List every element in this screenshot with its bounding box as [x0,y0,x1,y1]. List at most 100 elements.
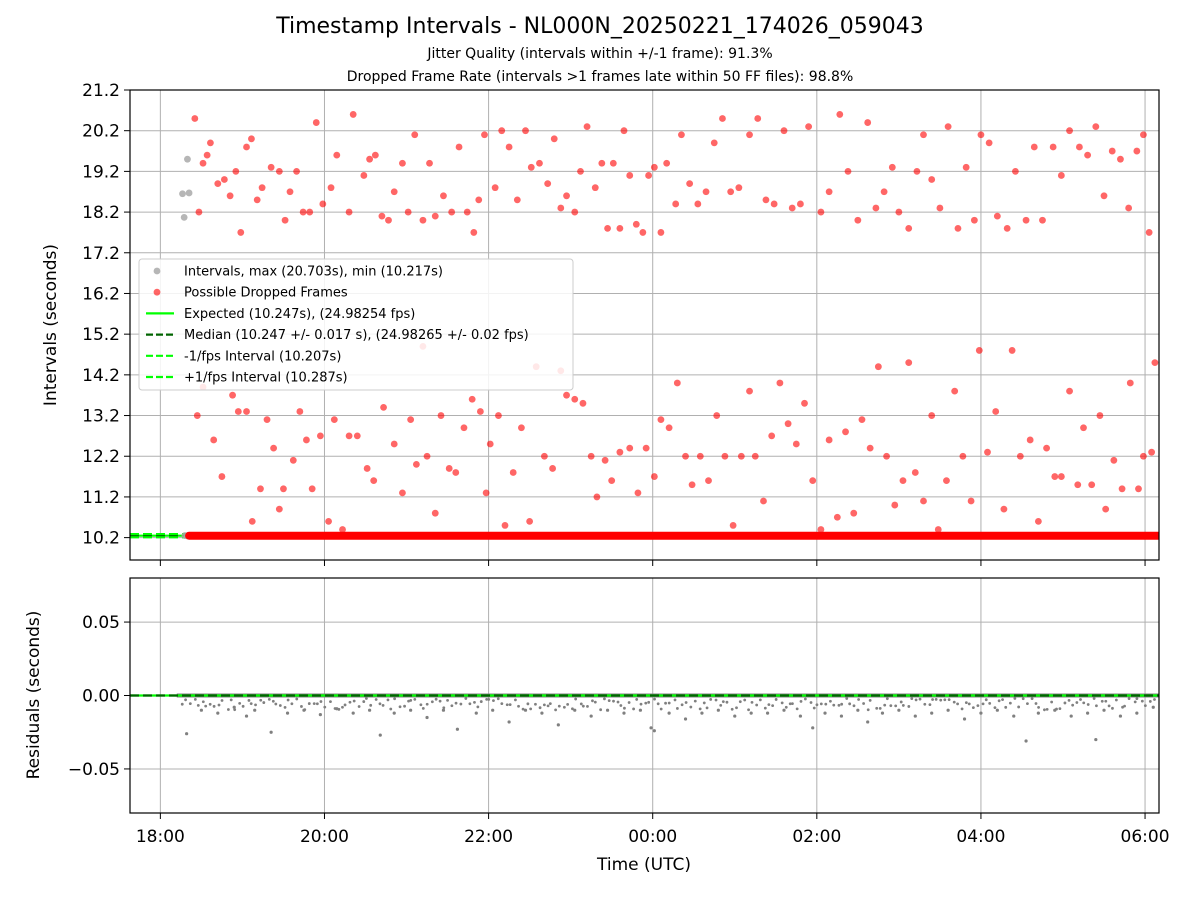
residual-point [649,726,653,730]
residual-point [1095,704,1098,708]
residual-point [632,707,635,711]
dropped-frame-point [768,432,776,440]
residual-point [934,697,938,701]
residual-point [579,702,583,706]
dropped-frame-point [817,526,825,533]
dropped-frame-point [770,200,778,208]
residual-point [1100,699,1104,703]
intervals-plot-area [130,111,1159,540]
dropped-frame-point [1080,424,1087,432]
dropped-frame-point [579,399,587,407]
dropped-frame-point [199,159,207,167]
residual-point [1148,700,1152,703]
dropped-frame-point [316,432,324,440]
dropped-frame-point [544,180,552,187]
residuals-panel: 0.05 0.00 −0.05 18:00 20:00 22:00 00:00 02:00 04… [68,577,1170,847]
residual-point [216,711,220,715]
residual-point [714,698,718,702]
dropped-frame-point [911,469,919,476]
dropped-frame-point [468,395,476,403]
dropped-frame-point [888,163,896,171]
dropped-frame-point [663,159,671,167]
dropped-frame-point [195,208,203,216]
residual-point [1058,707,1062,711]
residual-point [824,702,828,706]
dropped-frame-point [1084,151,1092,159]
residual-point [918,697,922,701]
dropped-frame-point [702,188,710,196]
dropped-frame-point [913,167,921,175]
dropped-frame-point [390,188,398,196]
residual-point [1094,737,1098,742]
dropped-frame-point [522,127,529,135]
chart-subtitle-jitter: Jitter Quality (intervals within +/-1 fr… [427,46,773,62]
residual-point [931,698,934,701]
residual-point [232,705,236,709]
residual-point [341,705,344,709]
residual-point [829,699,832,703]
residual-point [914,698,918,702]
x-axis-label: Time (UTC) [596,855,691,875]
dropped-frame-point [1049,143,1057,151]
dropped-frame-point [248,135,255,143]
dropped-frame-point [899,477,907,485]
residual-point [274,702,278,706]
residual-point [1092,697,1096,700]
dropped-frame-point [710,139,718,147]
residual-point [840,702,844,706]
residual-point [743,698,747,702]
dropped-frame-point [557,204,565,212]
dropped-frame-point [482,489,490,497]
dropped-frame-point [1117,155,1124,163]
dropped-frame-point [880,188,888,196]
dropped-frame-point [970,216,978,224]
residual-point [735,706,738,710]
residual-point [1102,708,1106,712]
dropped-frame-point [1051,473,1059,480]
residual-point [832,703,836,707]
dropped-frame-point [780,127,788,135]
legend-marker-intervals [153,267,161,275]
residual-point [351,711,355,715]
residual-point [500,702,504,706]
dropped-frame-point [289,456,297,464]
residual-point [1107,704,1111,708]
dropped-frame-point [665,424,673,432]
residual-point [434,697,438,701]
dropped-frame-point [776,379,784,387]
dropped-frame-point [495,412,502,419]
residual-point [812,706,816,710]
residual-point [788,702,792,706]
y-tick-label: 15.2 [82,325,120,345]
residual-point [403,704,406,708]
x-tick-label: 20:00 [300,827,349,847]
dropped-frame-point [673,379,681,387]
dropped-frame-point [593,493,601,501]
dropped-frame-point [1133,147,1141,155]
dropped-frame-point [645,172,653,179]
dropped-frame-point [1102,505,1110,513]
residual-point [586,704,589,708]
dropped-frame-point [325,517,332,525]
residual-point [514,698,517,702]
dropped-frame-point [257,485,264,493]
dropped-frame-point [587,452,595,460]
residual-point [907,705,911,708]
y-tick-label: 14.2 [82,366,120,386]
residual-point [964,701,968,705]
residual-point [1123,704,1126,708]
dropped-frame-point [642,444,650,452]
dropped-frame-point [571,395,579,403]
dropped-frame-point [563,391,570,399]
y-tick-label: 10.2 [82,529,120,549]
residual-point [795,707,799,711]
residual-point [856,708,860,712]
residual-point [866,708,870,712]
residual-point [758,698,762,702]
dropped-frame-point [330,416,338,424]
dropped-frame-point [713,412,721,419]
residual-point [188,702,192,706]
residual-point [689,705,693,709]
dropped-frame-point [267,163,275,171]
